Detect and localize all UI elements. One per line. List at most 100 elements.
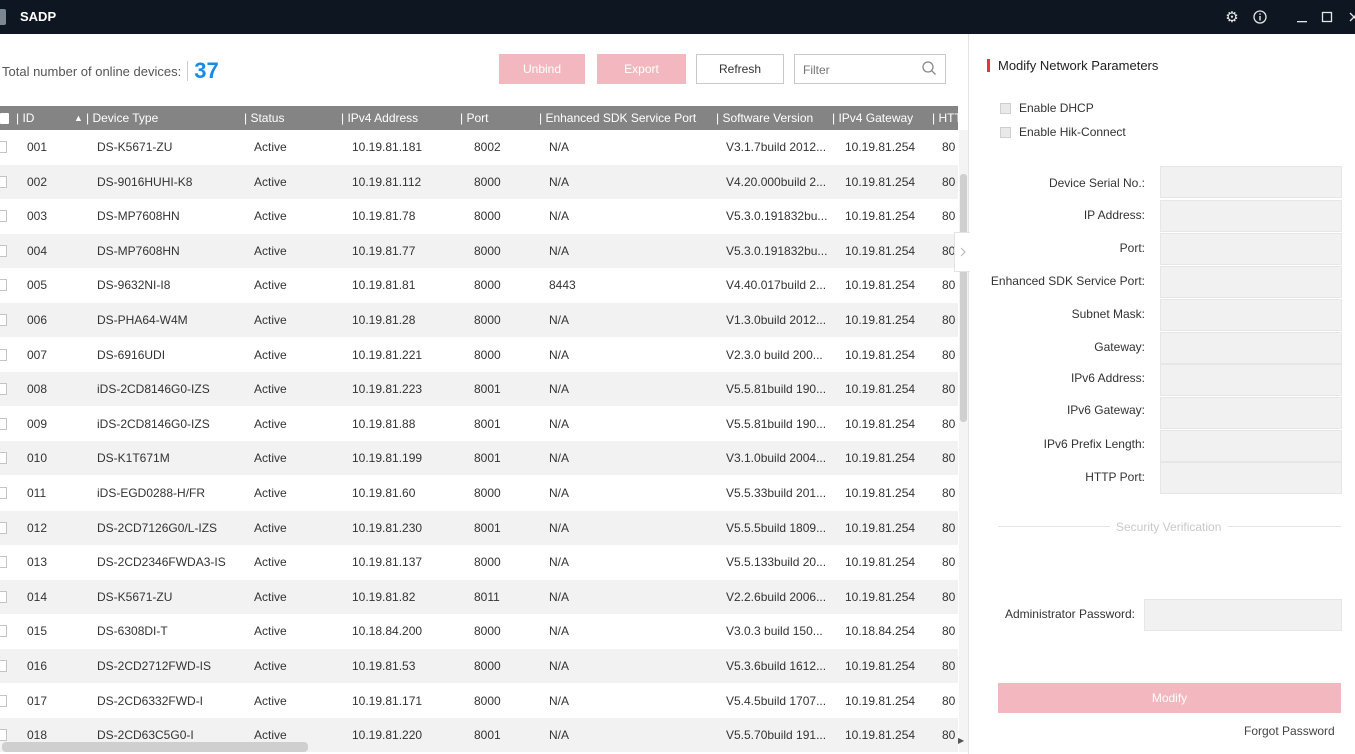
row-checkbox[interactable]	[0, 417, 7, 430]
gear-icon[interactable]: ⚙	[1225, 9, 1239, 26]
table-row[interactable]: 009 iDS-2CD8146G0-IZS Active 10.19.81.88 800…	[0, 407, 958, 441]
column-header-sdk-port[interactable]: | Enhanced SDK Service Port	[539, 111, 697, 125]
http-port-field[interactable]	[1160, 462, 1342, 494]
horizontal-scrollbar[interactable]	[0, 738, 958, 754]
column-header-id[interactable]: | ID	[16, 111, 35, 125]
ipv6-prefix-length-field[interactable]	[1160, 430, 1342, 462]
row-checkbox[interactable]	[0, 694, 7, 707]
search-icon[interactable]	[921, 60, 937, 76]
cell-sdk-port: 8443	[549, 278, 576, 293]
cell-http-port: 80	[942, 209, 956, 224]
column-header-port[interactable]: | Port	[460, 111, 489, 125]
column-header-ipv4-gateway[interactable]: | IPv4 Gateway	[832, 111, 914, 125]
select-all-checkbox[interactable]	[0, 113, 9, 124]
cell-http-port: 80	[942, 347, 956, 362]
admin-password-field[interactable]	[1144, 599, 1342, 631]
cell-device-type: DS-K5671-ZU	[97, 140, 173, 154]
table-row[interactable]: 018 DS-2CD63C5G0-I Active 10.19.81.220 8001 N…	[0, 718, 958, 752]
cell-sdk-port: N/A	[549, 728, 570, 743]
device-serial-field[interactable]	[1160, 166, 1342, 198]
row-checkbox[interactable]	[0, 279, 7, 292]
table-row[interactable]: 007 DS-6916UDI Active 10.19.81.221 8000 N/A V2…	[0, 338, 958, 372]
row-checkbox[interactable]	[0, 660, 7, 672]
chevron-right-icon[interactable]	[954, 232, 970, 272]
forgot-password-link[interactable]: Forgot Password	[1244, 724, 1335, 738]
table-row[interactable]: 005 DS-9632NI-I8 Active 10.19.81.81 8000 8443…	[0, 268, 958, 302]
table-row[interactable]: 006 DS-PHA64-W4M Active 10.19.81.28 8000 N/A V…	[0, 303, 958, 337]
horizontal-scroll-thumb[interactable]	[2, 742, 308, 752]
cell-id: 003	[27, 209, 48, 224]
info-icon[interactable]	[1249, 6, 1271, 28]
table-row[interactable]: 010 DS-K1T671M Active 10.19.81.199 8001 N/A V3…	[0, 441, 958, 476]
table-row[interactable]: 016 DS-2CD2712FWD-IS Active 10.19.81.53 8000…	[0, 649, 958, 683]
table-row[interactable]: 013 DS-2CD2346FWDA3-IS Active 10.19.81.137 8…	[0, 545, 958, 579]
table-row[interactable]: 015 DS-6308DI-T Active 10.18.84.200 8000 N/A V…	[0, 614, 958, 648]
enable-dhcp-checkbox[interactable]: Enable DHCP	[1000, 101, 1094, 115]
column-header-ipv4-address[interactable]: | IPv4 Address	[341, 111, 419, 125]
table-row[interactable]: 011 iDS-EGD0288-H/FR Active 10.19.81.60 8000…	[0, 476, 958, 510]
row-checkbox[interactable]	[0, 210, 7, 223]
cell-id: 017	[27, 693, 48, 708]
subnet-mask-field[interactable]	[1160, 299, 1342, 331]
row-checkbox[interactable]	[0, 348, 7, 361]
ip-address-field[interactable]	[1160, 200, 1342, 232]
sort-ascending-icon[interactable]: ▲	[74, 113, 83, 123]
panel-title: Modify Network Parameters	[987, 58, 1158, 73]
table-row[interactable]: 017 DS-2CD6332FWD-I Active 10.19.81.171 8000…	[0, 684, 958, 718]
filter-input[interactable]	[803, 61, 913, 79]
column-header-device-type[interactable]: | Device Type	[86, 111, 159, 125]
gateway-field[interactable]	[1160, 332, 1342, 364]
table-row[interactable]: 014 DS-K5671-ZU Active 10.19.81.82 8011 N/A V2…	[0, 579, 958, 614]
row-checkbox[interactable]	[0, 590, 7, 603]
cell-device-type: iDS-2CD8146G0-IZS	[97, 382, 210, 397]
unbind-button[interactable]: Unbind	[499, 54, 585, 84]
row-checkbox[interactable]	[0, 487, 7, 499]
cell-port: 8000	[474, 347, 501, 362]
scroll-right-arrow-icon[interactable]: ▶	[958, 736, 965, 745]
cell-sdk-port: N/A	[549, 486, 570, 500]
ipv6-address-field[interactable]	[1160, 364, 1342, 396]
column-header-http-port[interactable]: | HTT	[932, 111, 958, 125]
port-field[interactable]	[1160, 233, 1342, 265]
modify-button[interactable]: Modify	[998, 683, 1341, 713]
export-button[interactable]: Export	[597, 54, 686, 84]
column-header-software-version[interactable]: | Software Version	[716, 111, 814, 125]
row-checkbox[interactable]	[0, 175, 7, 188]
vertical-scrollbar[interactable]	[959, 130, 968, 752]
minimize-icon[interactable]	[1291, 6, 1313, 28]
vertical-scroll-thumb[interactable]	[960, 174, 967, 422]
table-row[interactable]: 001 DS-K5671-ZU Active 10.19.81.181 8002 N/A V…	[0, 130, 958, 164]
column-header-status[interactable]: | Status	[244, 111, 285, 125]
row-checkbox[interactable]	[0, 556, 7, 569]
hik-connect-checkbox-box[interactable]	[1000, 126, 1011, 138]
row-checkbox[interactable]	[0, 141, 7, 153]
enable-hik-connect-checkbox[interactable]: Enable Hik-Connect	[1000, 125, 1126, 139]
row-checkbox[interactable]	[0, 729, 7, 742]
dhcp-checkbox-box[interactable]	[1000, 102, 1011, 114]
cell-software-version: V5.5.133build 20...	[726, 555, 827, 570]
row-checkbox[interactable]	[0, 452, 7, 465]
cell-software-version: V5.3.0.191832bu...	[726, 209, 828, 224]
row-checkbox[interactable]	[0, 383, 7, 396]
row-checkbox[interactable]	[0, 521, 7, 534]
cell-ipv4-address: 10.19.81.181	[352, 140, 423, 154]
cell-ipv4-gateway: 10.19.81.254	[845, 659, 916, 673]
table-row[interactable]: 002 DS-9016HUHI-K8 Active 10.19.81.112 8000 N…	[0, 164, 958, 199]
table-row[interactable]: 008 iDS-2CD8146G0-IZS Active 10.19.81.223 80…	[0, 372, 958, 407]
sdk-port-field[interactable]	[1160, 266, 1342, 298]
row-checkbox[interactable]	[0, 625, 7, 638]
cell-ipv4-gateway: 10.19.81.254	[845, 347, 916, 362]
row-checkbox[interactable]	[0, 314, 7, 326]
refresh-button[interactable]: Refresh	[696, 54, 784, 84]
cell-port: 8000	[474, 278, 501, 293]
filter-box[interactable]	[794, 54, 946, 84]
table-row[interactable]: 003 DS-MP7608HN Active 10.19.81.78 8000 N/A V5…	[0, 199, 958, 233]
ipv6-gateway-field[interactable]	[1160, 397, 1342, 429]
table-row[interactable]: 012 DS-2CD7126G0/L-IZS Active 10.19.81.230 8…	[0, 510, 958, 545]
table-row[interactable]: 004 DS-MP7608HN Active 10.19.81.77 8000 N/A V5…	[0, 233, 958, 268]
maximize-icon[interactable]	[1316, 6, 1338, 28]
cell-http-port: 80	[942, 243, 956, 258]
row-checkbox[interactable]	[0, 244, 7, 257]
cell-ipv4-gateway: 10.19.81.254	[845, 243, 916, 258]
close-icon[interactable]	[1343, 6, 1355, 28]
